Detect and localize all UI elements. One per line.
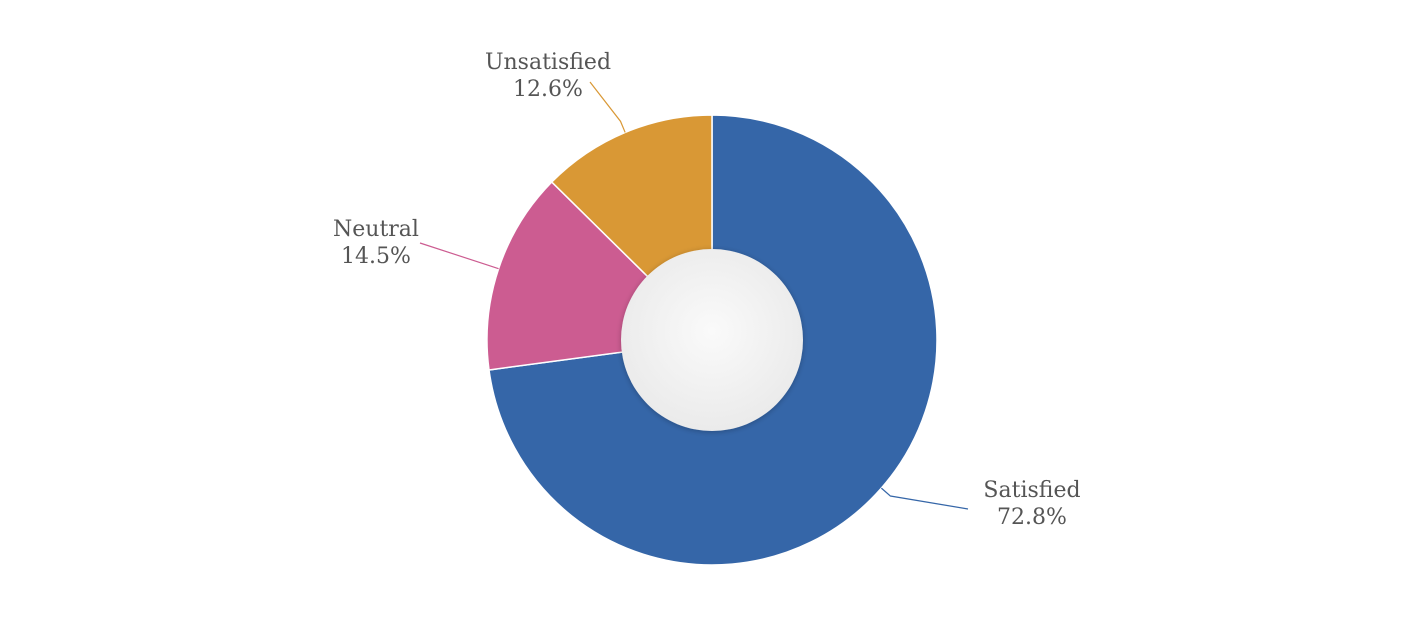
- leader-line-satisfied: [880, 487, 969, 510]
- donut-hole: [621, 249, 803, 431]
- slice-label-neutral: Neutral: [333, 217, 419, 242]
- slice-label-unsatisfied: Unsatisfied: [485, 50, 611, 75]
- slice-label-satisfied: Satisfied: [983, 478, 1080, 503]
- leader-line-neutral: [419, 242, 499, 270]
- slice-value-satisfied: 72.8%: [997, 505, 1067, 530]
- leader-lines-layer: [419, 81, 969, 510]
- leader-line-unsatisfied: [589, 81, 626, 133]
- slice-value-unsatisfied: 12.6%: [513, 77, 583, 102]
- slice-value-neutral: 14.5%: [341, 244, 411, 269]
